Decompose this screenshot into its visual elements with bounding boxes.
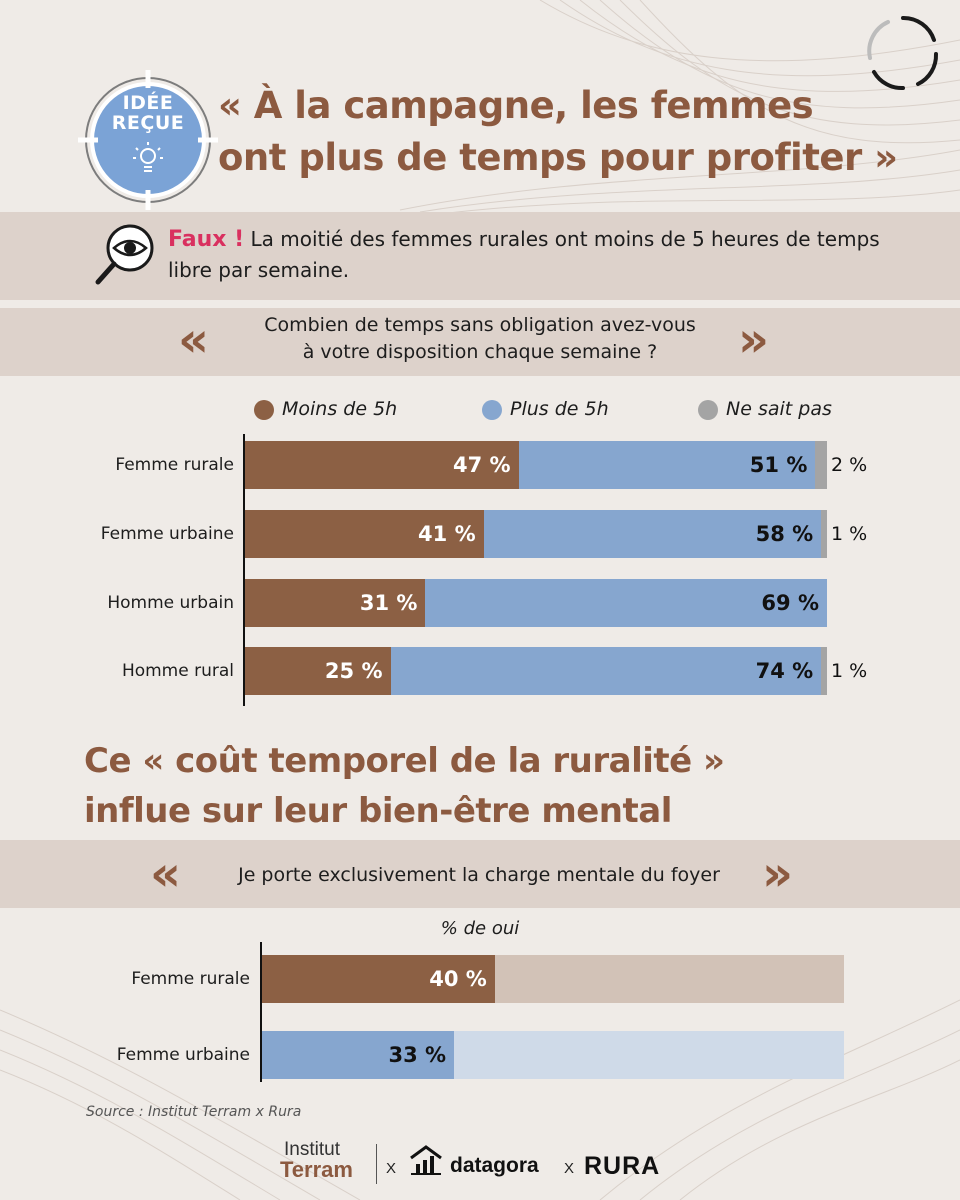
bar-value-label: 1 % xyxy=(831,660,868,682)
bar-value-label: 74 % xyxy=(755,659,814,683)
chart2-title: % de oui xyxy=(440,918,520,939)
stacked-bar-chart: Femme rurale 47 % 51 % 2 % Femme urbaine 41 %… xyxy=(100,434,868,706)
bar-nsp xyxy=(821,510,827,558)
question1-band xyxy=(0,308,960,376)
badge-label: IDÉE REÇUE xyxy=(100,93,196,133)
source-note: Source : Institut Terram x Rura xyxy=(86,1104,302,1120)
bar-value-label: 40 % xyxy=(429,967,487,991)
bar-plus xyxy=(425,579,827,627)
chart2-axis xyxy=(260,942,262,1082)
question1-line2: à votre disposition chaque semaine ? xyxy=(302,341,658,363)
section2-line1: Ce « coût temporel de la ruralité » xyxy=(84,741,725,781)
category-label: Femme rurale xyxy=(115,455,234,475)
bar-moins xyxy=(245,441,519,489)
legend-swatch-brown xyxy=(254,400,274,420)
idee-recue-badge xyxy=(78,70,218,210)
section2-title: Ce « coût temporel de la ruralité » infl… xyxy=(84,736,884,836)
page-title: « À la campagne, les femmes ont plus de … xyxy=(218,80,918,184)
footer-logos: Institut Terram X datagora X RURA xyxy=(280,1140,700,1190)
finding-statement: La moitié des femmes rurales ont moins d… xyxy=(168,227,880,282)
title-line1: « À la campagne, les femmes xyxy=(218,84,814,127)
legend-label-nsp: Ne sait pas xyxy=(726,398,832,420)
simple-bar-chart: Femme rurale 40 % Femme urbaine 33 % xyxy=(116,942,844,1082)
logo-institut-line1: Institut xyxy=(284,1139,340,1160)
bar-value-label: 33 % xyxy=(388,1043,447,1067)
question2-band xyxy=(0,840,960,908)
category-label: Homme urbain xyxy=(107,593,234,613)
logo-rura: RURA xyxy=(584,1152,661,1180)
legend-swatch-blue xyxy=(482,400,502,420)
badge-line2: REÇUE xyxy=(111,112,185,134)
section2-line2: influe sur leur bien-être mental xyxy=(84,791,672,831)
bar-value-label: 2 % xyxy=(831,454,868,476)
category-label: Femme rurale xyxy=(131,969,250,989)
faux-label: Faux ! xyxy=(168,227,245,252)
bar-plus xyxy=(483,510,822,558)
lightbulb-icon xyxy=(133,142,163,172)
bar-value-label: 1 % xyxy=(831,523,868,545)
bar-moins xyxy=(245,647,391,695)
chart1-axis xyxy=(243,434,245,706)
logo-divider xyxy=(376,1144,377,1184)
bar-oui xyxy=(262,955,495,1003)
magnifier-eye-icon xyxy=(95,224,154,285)
bar-value-label: 41 % xyxy=(418,522,476,546)
bar-value-label: 69 % xyxy=(761,591,819,615)
bar-oui xyxy=(262,1031,455,1079)
bar-value-label: 47 % xyxy=(452,453,511,477)
bar-nsp xyxy=(821,647,827,695)
logo-datagora: datagora xyxy=(450,1154,539,1177)
bar-value-label: 31 % xyxy=(359,591,418,615)
finding-text: Faux ! La moitié des femmes rurales ont … xyxy=(168,224,908,285)
legend-label-moins: Moins de 5h xyxy=(282,398,398,420)
question2-text: Je porte exclusivement la charge mentale… xyxy=(238,864,720,886)
legend-swatch-gray xyxy=(698,400,718,420)
category-label: Femme urbaine xyxy=(116,1045,250,1065)
bar-plus xyxy=(518,441,816,489)
title-line2: ont plus de temps pour profiter » xyxy=(218,136,898,179)
bar-value-label: 25 % xyxy=(324,659,383,683)
bar-moins xyxy=(245,579,426,627)
bar-nsp xyxy=(815,441,827,489)
bar-value-label: 58 % xyxy=(755,522,814,546)
question1-text: Combien de temps sans obligation avez-vo… xyxy=(215,312,745,366)
finding-band xyxy=(0,212,960,300)
footer-separator-2: X xyxy=(564,1160,575,1177)
badge-line1: IDÉE xyxy=(122,92,174,114)
logo-institut-line2: Terram xyxy=(280,1157,353,1182)
legend-label-plus: Plus de 5h xyxy=(510,398,609,420)
footer-separator-1: X xyxy=(386,1160,397,1177)
category-label: Homme rural xyxy=(121,661,234,681)
category-label: Femme urbaine xyxy=(100,524,234,544)
bar-moins xyxy=(245,510,484,558)
datagora-logo-icon xyxy=(410,1145,442,1175)
question1-line1: Combien de temps sans obligation avez-vo… xyxy=(264,314,696,336)
bar-plus xyxy=(390,647,822,695)
bar-value-label: 51 % xyxy=(749,453,808,477)
